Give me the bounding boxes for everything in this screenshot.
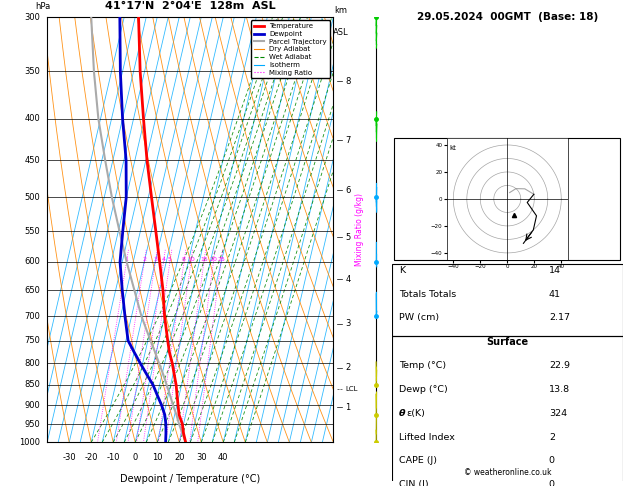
Text: θ: θ xyxy=(399,409,405,418)
Text: K: K xyxy=(399,266,405,275)
Text: Mixing Ratio (g/kg): Mixing Ratio (g/kg) xyxy=(355,193,364,266)
Text: Totals Totals: Totals Totals xyxy=(399,290,456,299)
Text: 10: 10 xyxy=(152,453,162,462)
Text: 8: 8 xyxy=(182,257,186,262)
Text: 25: 25 xyxy=(217,257,225,262)
Text: 0: 0 xyxy=(549,480,555,486)
Text: 400: 400 xyxy=(25,114,40,123)
Text: 14: 14 xyxy=(549,266,561,275)
Text: 13.8: 13.8 xyxy=(549,385,570,394)
Text: 950: 950 xyxy=(25,419,40,429)
Text: © weatheronline.co.uk: © weatheronline.co.uk xyxy=(464,469,551,477)
Text: 600: 600 xyxy=(24,257,40,266)
Text: CIN (J): CIN (J) xyxy=(399,480,428,486)
Text: 900: 900 xyxy=(25,400,40,410)
Text: 30: 30 xyxy=(196,453,206,462)
Text: 350: 350 xyxy=(24,67,40,76)
Bar xyxy=(394,138,620,260)
Text: -20: -20 xyxy=(84,453,98,462)
Text: Surface: Surface xyxy=(486,337,528,347)
Text: 0: 0 xyxy=(549,456,555,466)
Text: 22.9: 22.9 xyxy=(549,361,570,370)
Text: 2.17: 2.17 xyxy=(549,313,570,323)
Text: hPa: hPa xyxy=(36,1,51,11)
Text: 1000: 1000 xyxy=(19,438,40,447)
Text: 4: 4 xyxy=(345,275,350,283)
Text: 1: 1 xyxy=(125,257,128,262)
Text: 1: 1 xyxy=(345,402,350,412)
Text: 0: 0 xyxy=(133,453,138,462)
Text: 5: 5 xyxy=(345,233,350,242)
Bar xyxy=(392,336,623,486)
Text: 4: 4 xyxy=(162,257,165,262)
Text: 40: 40 xyxy=(218,453,228,462)
Text: 3: 3 xyxy=(345,319,350,328)
Text: 750: 750 xyxy=(24,336,40,345)
Text: 29.05.2024  00GMT  (Base: 18): 29.05.2024 00GMT (Base: 18) xyxy=(416,12,598,22)
Text: PW (cm): PW (cm) xyxy=(399,313,439,323)
Text: km: km xyxy=(335,6,348,15)
Text: ε(K): ε(K) xyxy=(407,409,426,418)
Bar xyxy=(392,264,623,336)
Text: Dewp (°C): Dewp (°C) xyxy=(399,385,448,394)
Text: 7: 7 xyxy=(345,136,350,144)
Text: kt: kt xyxy=(449,145,456,151)
Text: 650: 650 xyxy=(24,286,40,295)
Text: 450: 450 xyxy=(25,156,40,165)
Text: 850: 850 xyxy=(24,381,40,389)
Text: 20: 20 xyxy=(174,453,184,462)
Text: 2: 2 xyxy=(549,433,555,442)
Text: 700: 700 xyxy=(24,312,40,321)
Text: 8: 8 xyxy=(345,77,350,86)
Legend: Temperature, Dewpoint, Parcel Trajectory, Dry Adiabat, Wet Adiabat, Isotherm, Mi: Temperature, Dewpoint, Parcel Trajectory… xyxy=(251,20,330,78)
Text: -10: -10 xyxy=(106,453,120,462)
Text: 10: 10 xyxy=(187,257,195,262)
Text: 41°17'N  2°04'E  128m  ASL: 41°17'N 2°04'E 128m ASL xyxy=(105,0,276,11)
Text: Dewpoint / Temperature (°C): Dewpoint / Temperature (°C) xyxy=(120,474,260,484)
Text: Lifted Index: Lifted Index xyxy=(399,433,455,442)
Text: 324: 324 xyxy=(549,409,567,418)
Text: -30: -30 xyxy=(62,453,76,462)
Text: 20: 20 xyxy=(209,257,218,262)
Text: 15: 15 xyxy=(200,257,208,262)
Text: 2: 2 xyxy=(345,364,350,372)
Text: 300: 300 xyxy=(24,13,40,21)
Text: ASL: ASL xyxy=(333,28,349,36)
Text: Temp (°C): Temp (°C) xyxy=(399,361,446,370)
Text: 5: 5 xyxy=(168,257,172,262)
Text: 3: 3 xyxy=(153,257,157,262)
Text: 500: 500 xyxy=(25,193,40,202)
Text: 550: 550 xyxy=(25,226,40,236)
Text: 800: 800 xyxy=(24,359,40,368)
Text: 6: 6 xyxy=(345,186,350,195)
Text: LCL: LCL xyxy=(345,386,358,392)
Text: CAPE (J): CAPE (J) xyxy=(399,456,437,466)
Text: 41: 41 xyxy=(549,290,561,299)
Text: 2: 2 xyxy=(142,257,147,262)
